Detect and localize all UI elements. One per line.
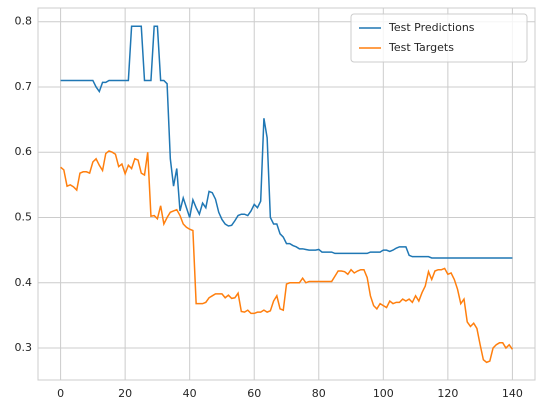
x-tick-label: 40 bbox=[183, 387, 197, 400]
y-tick-label: 0.6 bbox=[15, 145, 33, 158]
y-tick-label: 0.7 bbox=[15, 80, 33, 93]
y-tick-label: 0.3 bbox=[15, 341, 33, 354]
x-tick-label: 20 bbox=[118, 387, 132, 400]
x-tick-label: 60 bbox=[247, 387, 261, 400]
x-tick-label: 100 bbox=[373, 387, 394, 400]
legend-label: Test Predictions bbox=[388, 21, 475, 34]
series-line bbox=[60, 25, 513, 259]
plot-frame bbox=[37, 7, 536, 381]
x-tick-label: 120 bbox=[437, 387, 458, 400]
series-line bbox=[60, 150, 514, 364]
y-tick-label: 0.4 bbox=[15, 276, 33, 289]
x-tick-label: 80 bbox=[312, 387, 326, 400]
y-tick-label: 0.5 bbox=[15, 210, 33, 223]
x-tick-label: 0 bbox=[57, 387, 64, 400]
x-tick-label: 140 bbox=[502, 387, 523, 400]
legend-label: Test Targets bbox=[388, 41, 454, 54]
y-tick-label: 0.8 bbox=[15, 15, 33, 28]
legend-box bbox=[350, 13, 528, 63]
